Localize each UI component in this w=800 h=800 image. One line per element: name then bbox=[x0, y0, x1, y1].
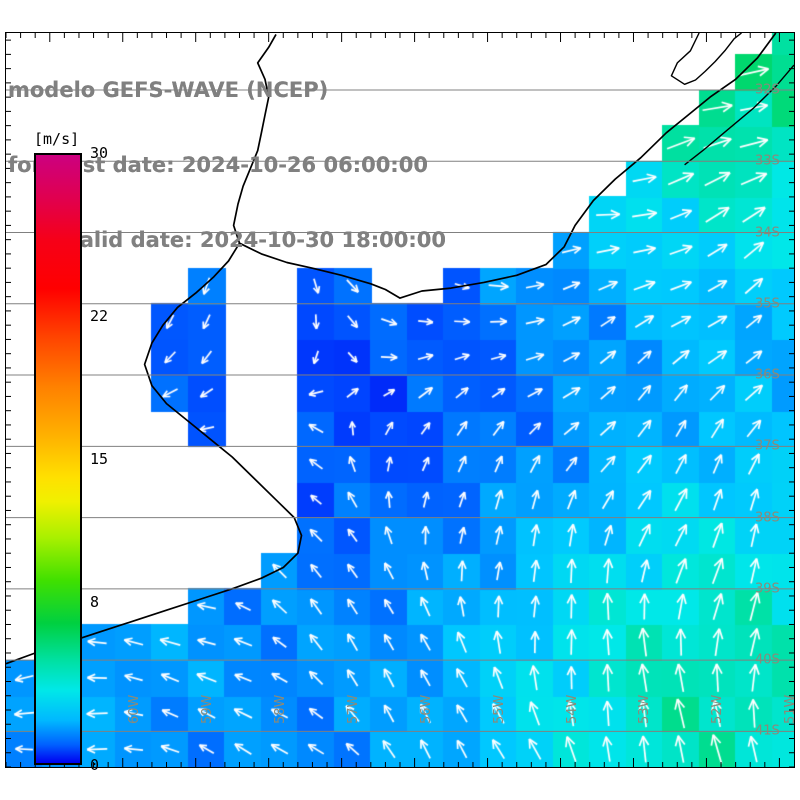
valid-date-line: valid date: 2024-10-30 18:00:00 bbox=[66, 228, 446, 252]
map-gridlines bbox=[6, 89, 794, 732]
colorbar-tick-0: 0 bbox=[90, 756, 100, 774]
colorbar-tick-22: 22 bbox=[90, 307, 109, 326]
wind-direction-arrows bbox=[6, 33, 794, 767]
model-title: modelo GEFS-WAVE (NCEP) bbox=[8, 78, 329, 102]
map-plot-area bbox=[5, 32, 795, 768]
lat-label-32S: 32S bbox=[755, 82, 780, 98]
forecast-date-line: forecast date: 2024-10-26 06:00:00 bbox=[8, 153, 428, 177]
lat-label-41S: 41S bbox=[755, 723, 780, 739]
colorbar-tick-30: 30 bbox=[90, 144, 109, 162]
colorbar-gradient bbox=[34, 153, 82, 765]
lat-label-37S: 37S bbox=[755, 438, 780, 454]
lat-label-38S: 38S bbox=[755, 510, 780, 526]
lat-label-35S: 35S bbox=[755, 296, 780, 312]
colorbar-units-label: [m/s] bbox=[34, 130, 80, 148]
colorbar-tick-8: 8 bbox=[90, 592, 100, 611]
colorbar-tick-15: 15 bbox=[90, 450, 109, 468]
lat-label-34S: 34S bbox=[755, 225, 780, 241]
coastline-overlay bbox=[6, 33, 794, 665]
lat-label-40S: 40S bbox=[755, 652, 780, 668]
lat-label-33S: 33S bbox=[755, 153, 780, 169]
chart-title-block: modelo GEFS-WAVE (NCEP) forecast date: 2… bbox=[8, 28, 504, 303]
lat-label-39S: 39S bbox=[755, 581, 780, 597]
lat-label-36S: 36S bbox=[755, 367, 780, 383]
